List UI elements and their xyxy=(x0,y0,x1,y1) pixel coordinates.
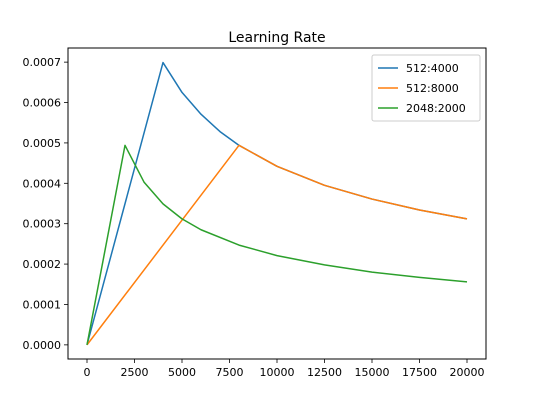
y-tick-label: 0.0001 xyxy=(23,298,62,311)
series-line-2 xyxy=(86,144,468,346)
chart-title: Learning Rate xyxy=(228,30,325,46)
y-tick-label: 0.0002 xyxy=(23,258,62,271)
series-line-3 xyxy=(86,144,468,346)
y-tick-label: 0.0006 xyxy=(23,97,62,110)
legend-box xyxy=(371,54,481,122)
x-tick-label: 2500 xyxy=(121,366,149,379)
x-tick-label: 12500 xyxy=(307,366,342,379)
x-tick-label: 5000 xyxy=(168,366,196,379)
y-tick-label: 0.0004 xyxy=(23,177,62,190)
x-tick-label: 20000 xyxy=(450,366,485,379)
x-axis: 0 2500 5000 7500 10000 12500 15000 17500 20000 xyxy=(84,359,485,379)
y-axis: 0.0000 0.0001 0.0002 0.0003 0.0004 0.0005 0.00… xyxy=(23,56,68,352)
legend-label: 512:8000 xyxy=(406,82,459,95)
x-tick-label: 15000 xyxy=(355,366,390,379)
legend-label: 512:4000 xyxy=(406,62,459,75)
x-tick-label: 10000 xyxy=(260,366,295,379)
y-tick-label: 0.0003 xyxy=(23,218,62,231)
y-tick-label: 0.0007 xyxy=(23,56,62,69)
y-tick-label: 0.0000 xyxy=(23,339,62,352)
x-tick-label: 7500 xyxy=(216,366,244,379)
series-layer xyxy=(86,61,468,346)
legend-label: 2048:2000 xyxy=(406,102,466,115)
x-tick-label: 0 xyxy=(84,366,91,379)
x-tick-label: 17500 xyxy=(402,366,437,379)
y-tick-label: 0.0005 xyxy=(23,137,62,150)
legend: 512:4000 512:8000 2048:2000 xyxy=(371,54,481,122)
